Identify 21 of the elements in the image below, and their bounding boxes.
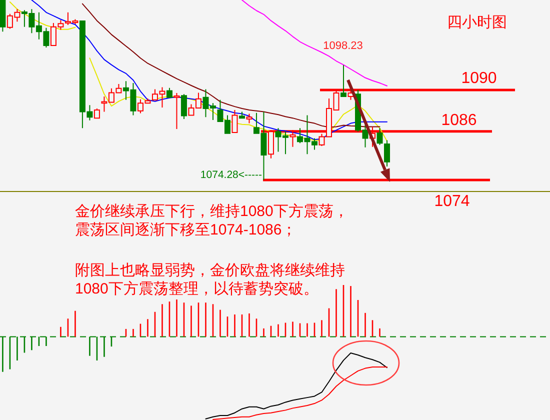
text: 1074 (434, 193, 470, 210)
candlestick (0, 0, 6, 32)
candlestick (238, 111, 245, 119)
text: 震荡区间逐渐下移至1074-1086； (75, 222, 297, 238)
text: 1090 (461, 70, 497, 87)
candlestick (232, 109, 238, 133)
annotation: 1080下方震荡整理，以待蓄势突破。 (75, 280, 318, 298)
text: 附图上也略显弱势，金价欧盘将继续维持 (75, 262, 345, 279)
text: 1086 (441, 112, 477, 129)
annotation: 1074.28<----- (200, 169, 262, 181)
candlestick (180, 94, 187, 120)
candlestick (166, 87, 172, 98)
candlestick (246, 113, 252, 124)
text: 四小时图 (447, 14, 507, 31)
annotation: 1098.23 (323, 40, 363, 52)
text: 金价继续承压下行，维持1080下方震荡， (75, 203, 348, 220)
candlestick (384, 140, 390, 167)
candlestick (376, 128, 383, 146)
candlestick (94, 108, 100, 119)
candlestick (340, 64, 346, 97)
candlestick (174, 92, 180, 130)
